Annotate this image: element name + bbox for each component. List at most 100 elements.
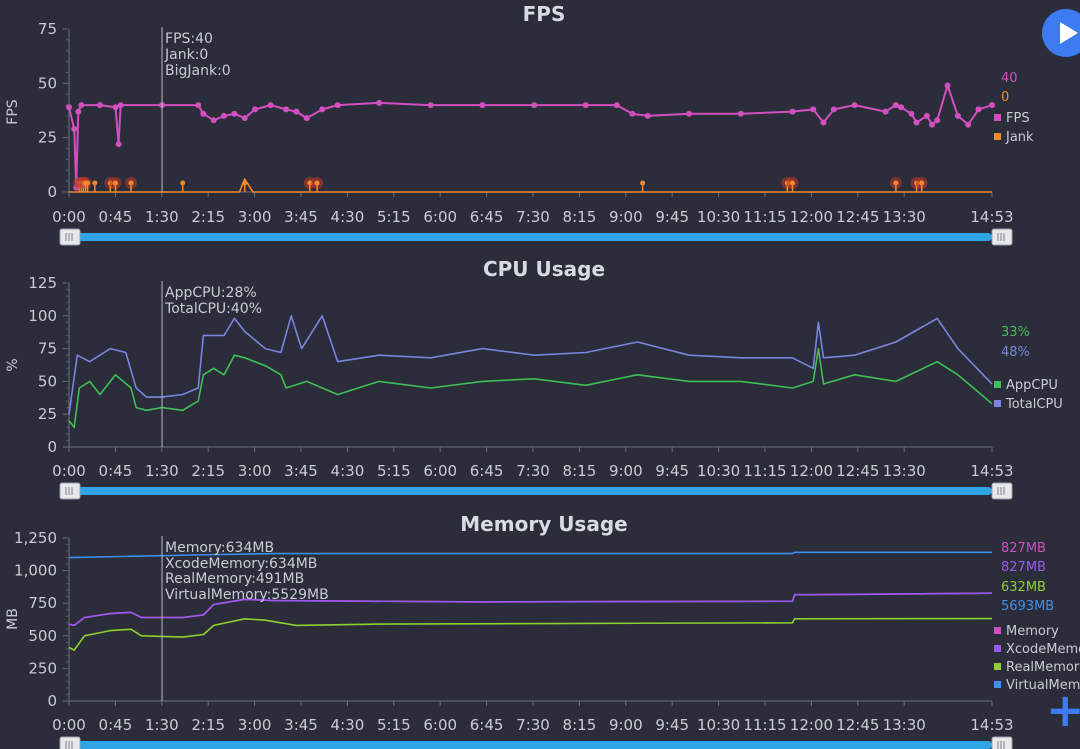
range-scrollbar[interactable] [70, 487, 992, 495]
x-tick-label: 0:00 [52, 462, 86, 480]
range-handle-left[interactable] [59, 736, 81, 749]
legend-swatch [994, 133, 1001, 140]
x-tick-label: 13:30 [883, 716, 926, 734]
series-point-fps [789, 108, 796, 115]
x-tick-label: 12:00 [790, 208, 833, 226]
chart-panel-1: CPU Usage% 0 25 50 75 100 125 0:00 0:45 1:30 2:15 3… [5, 257, 1063, 500]
series-point-fps [427, 102, 434, 109]
x-tick-label: 9:45 [655, 716, 689, 734]
x-tick-label: 10:30 [697, 462, 740, 480]
y-tick-label: 25 [38, 405, 57, 423]
x-tick-label: 12:45 [836, 716, 879, 734]
range-handle-right[interactable] [991, 736, 1013, 749]
handle-body[interactable] [991, 228, 1013, 246]
x-tick-label: 6:45 [470, 716, 504, 734]
handle-body[interactable] [991, 482, 1013, 500]
series-point-fps [71, 125, 78, 132]
x-tick-label: 0:00 [52, 208, 86, 226]
x-tick-label: 0:45 [99, 716, 133, 734]
series-line-virtualmemory [68, 551, 992, 559]
y-tick-label: 500 [28, 627, 57, 645]
x-tick-label: 0:45 [99, 462, 133, 480]
x-tick-label: 2:15 [191, 716, 225, 734]
x-tick-label: 0:00 [52, 716, 86, 734]
x-tick-label: 3:00 [238, 462, 272, 480]
series-point-fps [851, 102, 858, 109]
jank-marker [180, 180, 186, 186]
y-tick-label: 100 [28, 307, 57, 325]
add-button[interactable]: + [1046, 687, 1080, 733]
x-tick-label: 14:53 [970, 716, 1013, 734]
series-point-fps [334, 102, 341, 109]
series-point-fps [78, 102, 85, 109]
chart-title: FPS [523, 2, 566, 26]
series-point-fps [231, 110, 238, 117]
range-scrollbar[interactable] [70, 741, 992, 749]
jank-marker [85, 180, 91, 186]
range-handle-right[interactable] [991, 482, 1013, 500]
y-tick-label: 0 [47, 438, 57, 456]
series-point-fps [293, 108, 300, 115]
x-tick-label: 12:45 [836, 208, 879, 226]
series-point-fps [267, 102, 274, 109]
x-tick-label: 2:15 [191, 462, 225, 480]
x-tick-label: 0:45 [99, 208, 133, 226]
series-point-fps [210, 117, 217, 124]
jank-marker [919, 180, 925, 186]
series-point-fps [989, 102, 995, 109]
x-tick-label: 12:00 [790, 716, 833, 734]
jank-marker [113, 180, 119, 186]
series-point-fps [319, 106, 326, 113]
last-value-label: 33% [1001, 325, 1030, 340]
x-tick-label: 6:45 [470, 462, 504, 480]
series-point-fps [882, 108, 889, 115]
chart-title: Memory Usage [460, 512, 627, 536]
legend-swatch [994, 114, 1001, 121]
series-point-fps [66, 104, 72, 111]
range-handle-left[interactable] [59, 228, 81, 246]
y-axis-label: MB [5, 608, 21, 630]
handle-body[interactable] [59, 482, 81, 500]
legend-entry: FPS [1006, 111, 1030, 126]
jank-marker [128, 180, 134, 186]
play-button[interactable] [1042, 9, 1080, 57]
series-point-fps [200, 110, 207, 117]
x-tick-label: 13:30 [883, 462, 926, 480]
jank-marker [314, 180, 320, 186]
x-tick-label: 10:30 [697, 208, 740, 226]
range-scrollbar[interactable] [70, 233, 992, 241]
plus-icon: + [1046, 683, 1080, 737]
legend-swatch [994, 381, 1001, 388]
x-tick-label: 6:00 [423, 462, 457, 480]
handle-body[interactable] [59, 228, 81, 246]
y-tick-label: 250 [28, 659, 57, 677]
y-tick-label: 50 [38, 372, 57, 390]
legend-entry: XcodeMemory [1006, 642, 1080, 657]
last-value-label: 827MB [1001, 560, 1046, 575]
last-value-label: 0 [1001, 90, 1009, 105]
series-point-fps [913, 119, 920, 126]
x-tick-label: 11:15 [743, 208, 786, 226]
jank-marker [92, 180, 98, 186]
y-tick-label: 1,000 [14, 562, 57, 580]
range-handle-left[interactable] [59, 482, 81, 500]
x-tick-label: 13:30 [883, 208, 926, 226]
series-line-appcpu [68, 347, 993, 429]
jank-marker [307, 180, 313, 186]
y-axis-label: FPS [5, 99, 21, 124]
x-tick-label: 5:15 [377, 716, 411, 734]
x-tick-label: 4:30 [331, 462, 365, 480]
legend-entry: TotalCPU [1005, 397, 1063, 412]
series-point-fps [195, 102, 202, 109]
handle-body[interactable] [991, 736, 1013, 749]
y-tick-label: 0 [47, 692, 57, 710]
handle-body[interactable] [59, 736, 81, 749]
cursor-readout: TotalCPU:40% [164, 301, 262, 317]
range-handle-right[interactable] [991, 228, 1013, 246]
legend-swatch [994, 627, 1001, 634]
x-tick-label: 11:15 [743, 716, 786, 734]
series-point-fps [479, 102, 486, 109]
series-point-fps [929, 121, 936, 128]
series-point-fps [944, 82, 951, 89]
x-tick-label: 8:15 [563, 208, 597, 226]
